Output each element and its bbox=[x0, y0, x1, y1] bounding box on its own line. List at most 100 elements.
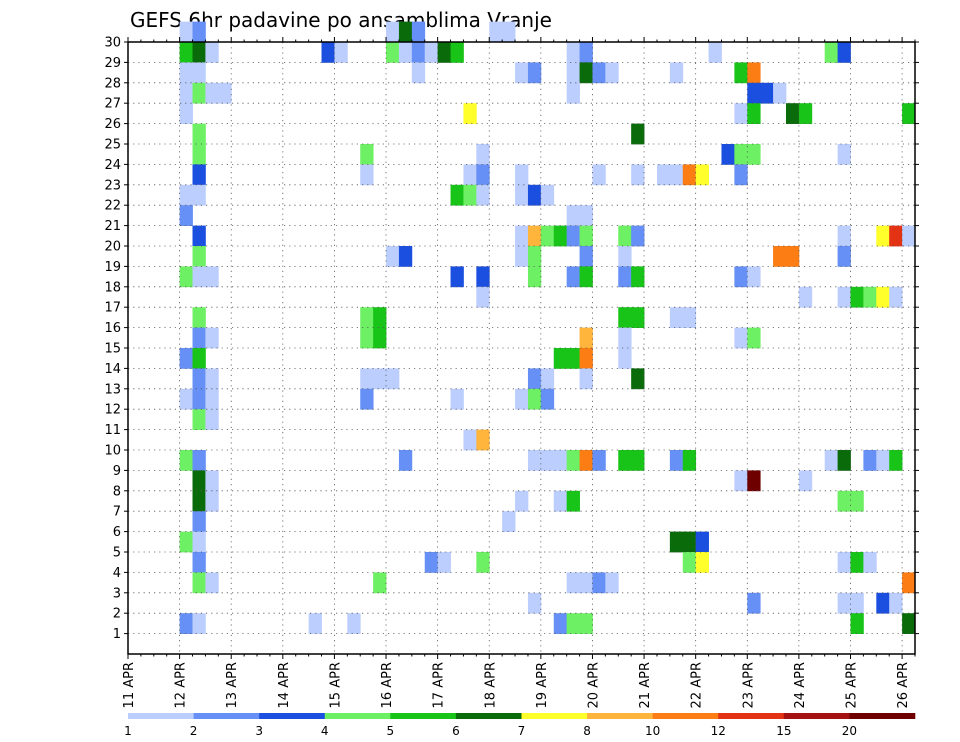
y-tick-label: 2 bbox=[113, 607, 121, 622]
heatmap-cell bbox=[618, 327, 632, 349]
x-tick-label: 11 APR bbox=[122, 662, 137, 708]
heatmap-cell bbox=[579, 348, 593, 369]
x-tick-label: 21 APR bbox=[638, 662, 653, 708]
heatmap-cell bbox=[192, 21, 206, 43]
heatmap-cell bbox=[785, 246, 800, 267]
heatmap-cell bbox=[631, 164, 645, 186]
heatmap-cell bbox=[747, 327, 761, 349]
y-tick-label: 11 bbox=[104, 423, 121, 438]
y-tick-label: 3 bbox=[113, 586, 121, 601]
heatmap-cell bbox=[218, 82, 232, 104]
heatmap-cell bbox=[463, 164, 477, 186]
heatmap-cell bbox=[669, 450, 684, 471]
y-tick-label: 25 bbox=[104, 138, 121, 153]
heatmap-cell bbox=[192, 246, 206, 267]
heatmap-cell bbox=[566, 42, 580, 63]
heatmap-cell bbox=[669, 531, 684, 553]
heatmap-cell bbox=[592, 62, 606, 84]
heatmap-cell bbox=[889, 286, 903, 308]
heatmap-cell bbox=[192, 123, 206, 145]
heatmap-cell bbox=[631, 225, 645, 247]
heatmap-cell bbox=[721, 144, 735, 165]
x-tick-label: 20 APR bbox=[586, 662, 601, 708]
heatmap-cell bbox=[179, 21, 193, 43]
heatmap-cell bbox=[682, 552, 697, 573]
heatmap-cell bbox=[398, 42, 413, 63]
heatmap-cell bbox=[192, 409, 206, 430]
heatmap-cell bbox=[592, 450, 606, 471]
y-tick-label: 26 bbox=[104, 117, 121, 132]
heatmap-cell bbox=[566, 572, 580, 594]
heatmap-cell bbox=[850, 592, 864, 614]
y-tick-label: 5 bbox=[113, 546, 121, 561]
heatmap-cell bbox=[192, 307, 206, 328]
y-tick-label: 15 bbox=[104, 342, 121, 357]
heatmap-cell bbox=[553, 225, 568, 247]
colorbar-label: 5 bbox=[387, 724, 395, 738]
heatmap-cell bbox=[837, 286, 851, 308]
heatmap-cell bbox=[902, 572, 916, 594]
x-tick-label: 15 APR bbox=[328, 662, 343, 708]
heatmap-cell bbox=[463, 184, 477, 206]
plot-frame bbox=[127, 41, 916, 655]
heatmap-cell bbox=[682, 307, 697, 328]
heatmap-cell bbox=[192, 552, 206, 573]
heatmap-cell bbox=[760, 82, 774, 104]
heatmap-cell bbox=[360, 307, 374, 328]
y-tick-label: 14 bbox=[104, 362, 121, 377]
x-tick-label: 25 APR bbox=[844, 662, 859, 708]
heatmap-cell bbox=[192, 164, 206, 186]
colorbar-label: 4 bbox=[321, 724, 329, 738]
heatmap-cell bbox=[579, 572, 593, 594]
heatmap-cell bbox=[837, 552, 851, 573]
heatmap-cell bbox=[450, 42, 464, 63]
y-tick-label: 27 bbox=[104, 97, 121, 112]
y-tick-label: 28 bbox=[104, 76, 121, 91]
heatmap-cell bbox=[179, 62, 193, 84]
heatmap-cell bbox=[515, 490, 529, 512]
heatmap-cell bbox=[411, 42, 426, 63]
heatmap-cell bbox=[192, 368, 206, 390]
heatmap-cell bbox=[553, 348, 568, 369]
heatmap-cell bbox=[747, 82, 761, 104]
heatmap-cell bbox=[527, 450, 542, 471]
heatmap-cell bbox=[734, 164, 748, 186]
heatmap-cell bbox=[502, 21, 516, 43]
y-tick-label: 1 bbox=[113, 627, 121, 642]
heatmap-cell bbox=[373, 572, 387, 594]
y-tick-label: 12 bbox=[104, 403, 121, 418]
heatmap-cell bbox=[179, 388, 193, 410]
heatmap-cell bbox=[515, 225, 529, 247]
heatmap-cell bbox=[579, 205, 593, 226]
heatmap-cell bbox=[321, 42, 335, 63]
heatmap-cell bbox=[669, 62, 684, 84]
heatmap-cell bbox=[179, 531, 193, 553]
heatmap-cell bbox=[631, 307, 645, 328]
x-tick-label: 18 APR bbox=[483, 662, 498, 708]
heatmap-cell bbox=[579, 368, 593, 390]
heatmap-cell bbox=[540, 450, 555, 471]
heatmap-cell bbox=[863, 450, 877, 471]
heatmap-cell bbox=[205, 572, 219, 594]
colorbar-segment bbox=[587, 713, 653, 719]
heatmap-cell bbox=[476, 552, 490, 573]
heatmap-cell bbox=[592, 164, 606, 186]
heatmap-cell bbox=[192, 327, 206, 349]
heatmap-cell bbox=[566, 62, 580, 84]
heatmap-cell bbox=[747, 470, 761, 492]
heatmap-cell bbox=[205, 266, 219, 288]
heatmap-cell bbox=[192, 531, 206, 553]
heatmap-cell bbox=[747, 592, 761, 614]
heatmap-cell bbox=[734, 62, 748, 84]
heatmap-cell bbox=[889, 225, 903, 247]
heatmap-cell bbox=[450, 266, 464, 288]
heatmap-cell bbox=[566, 82, 580, 104]
heatmap-cell bbox=[373, 327, 387, 349]
heatmap-cell bbox=[553, 490, 568, 512]
heatmap-cell bbox=[527, 592, 542, 614]
heatmap-cell bbox=[179, 266, 193, 288]
heatmap-cell bbox=[192, 490, 206, 512]
heatmap-cell bbox=[566, 205, 580, 226]
heatmap-cell bbox=[618, 450, 632, 471]
